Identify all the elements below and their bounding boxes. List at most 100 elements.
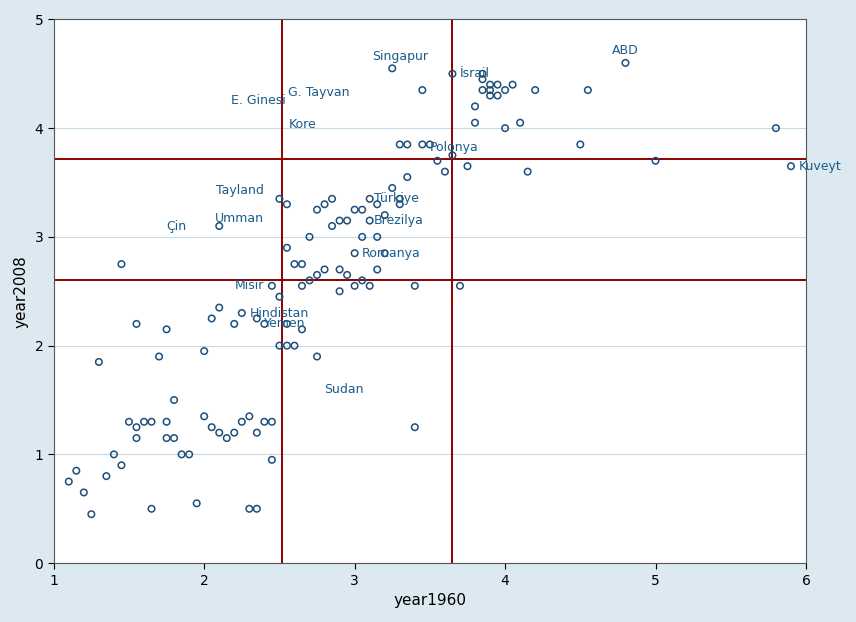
Text: Polonya: Polonya <box>430 141 479 154</box>
Point <box>438 167 452 177</box>
Point <box>490 91 504 101</box>
Point <box>235 417 248 427</box>
X-axis label: year1960: year1960 <box>394 593 467 608</box>
Text: Mısır: Mısır <box>235 279 265 292</box>
Point <box>258 319 271 329</box>
Text: Kore: Kore <box>288 118 316 131</box>
Point <box>69 466 83 476</box>
Point <box>341 216 354 226</box>
Point <box>377 210 391 220</box>
Point <box>363 281 377 291</box>
Point <box>129 319 143 329</box>
Point <box>385 63 399 73</box>
Point <box>333 286 347 296</box>
Point <box>355 232 369 242</box>
Point <box>333 264 347 274</box>
Point <box>280 199 294 209</box>
Point <box>107 450 121 460</box>
Text: Yemen: Yemen <box>265 317 306 330</box>
Text: Kuveyt: Kuveyt <box>799 160 841 173</box>
Point <box>476 85 490 95</box>
Point <box>250 428 264 438</box>
Point <box>371 232 384 242</box>
Text: Çin: Çin <box>167 220 187 233</box>
Point <box>325 221 339 231</box>
Point <box>514 118 527 128</box>
Point <box>310 205 324 215</box>
Point <box>220 433 234 443</box>
Point <box>250 313 264 323</box>
Point <box>415 85 429 95</box>
Point <box>476 74 490 84</box>
Point <box>318 264 331 274</box>
Point <box>272 292 286 302</box>
Point <box>431 156 444 165</box>
Point <box>528 85 542 95</box>
Point <box>498 123 512 133</box>
Text: Singapur: Singapur <box>372 50 428 63</box>
Point <box>167 433 181 443</box>
Point <box>385 183 399 193</box>
Point <box>280 341 294 351</box>
Point <box>122 417 136 427</box>
Point <box>490 80 504 90</box>
Point <box>483 80 496 90</box>
Point <box>393 139 407 149</box>
Point <box>310 270 324 280</box>
Point <box>99 471 113 481</box>
Text: Tayland: Tayland <box>217 183 265 197</box>
Point <box>415 139 429 149</box>
Point <box>348 248 361 258</box>
Text: E. Ginesi: E. Ginesi <box>231 95 286 108</box>
Point <box>242 504 256 514</box>
Text: G. Tayvan: G. Tayvan <box>288 86 350 99</box>
Point <box>784 161 798 171</box>
Point <box>363 194 377 204</box>
Point <box>198 411 211 421</box>
Point <box>393 194 407 204</box>
Point <box>205 422 218 432</box>
Point <box>377 248 391 258</box>
Point <box>265 455 279 465</box>
Point <box>250 504 264 514</box>
Point <box>258 417 271 427</box>
Point <box>205 313 218 323</box>
Point <box>574 139 587 149</box>
Point <box>129 422 143 432</box>
Text: Sudan: Sudan <box>324 383 364 396</box>
Text: İsrail: İsrail <box>460 67 490 80</box>
Point <box>115 460 128 470</box>
Point <box>446 69 460 79</box>
Point <box>62 476 75 486</box>
Point <box>446 151 460 160</box>
Point <box>371 264 384 274</box>
Point <box>619 58 633 68</box>
Point <box>363 216 377 226</box>
Point <box>137 417 151 427</box>
Point <box>483 91 496 101</box>
Point <box>160 417 174 427</box>
Point <box>115 259 128 269</box>
Point <box>182 450 196 460</box>
Point <box>318 199 331 209</box>
Point <box>92 357 106 367</box>
Point <box>423 139 437 149</box>
Point <box>498 85 512 95</box>
Point <box>242 411 256 421</box>
Text: Hindistan: Hindistan <box>249 307 308 320</box>
Point <box>198 346 211 356</box>
Point <box>348 281 361 291</box>
Point <box>265 417 279 427</box>
Point <box>288 341 301 351</box>
Point <box>145 504 158 514</box>
Point <box>212 221 226 231</box>
Point <box>303 276 317 285</box>
Point <box>190 498 204 508</box>
Point <box>401 139 414 149</box>
Text: Romanya: Romanya <box>362 247 421 260</box>
Point <box>408 422 422 432</box>
Point <box>272 194 286 204</box>
Point <box>235 308 248 318</box>
Point <box>175 450 188 460</box>
Point <box>408 281 422 291</box>
